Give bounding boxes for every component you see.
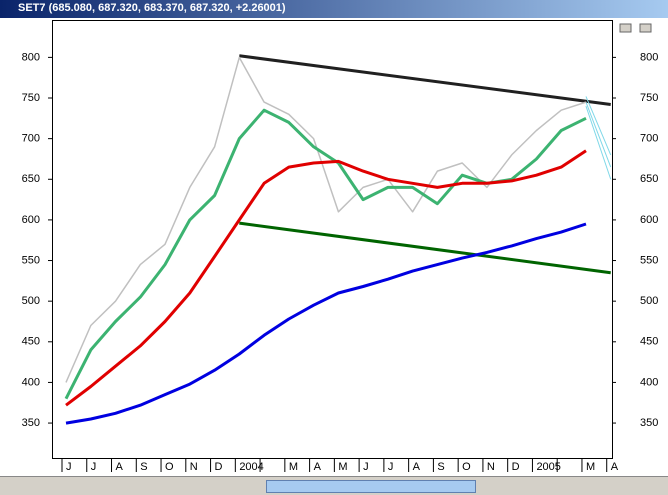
- chart-background: [0, 18, 668, 494]
- y-tick-label-right: 650: [640, 173, 658, 185]
- x-tick-label: M: [586, 461, 595, 473]
- y-tick-label: 450: [22, 336, 40, 348]
- x-tick-label: D: [512, 461, 520, 473]
- x-tick-label: S: [140, 461, 147, 473]
- trend-line: [585, 105, 612, 180]
- x-tick-label: O: [165, 461, 174, 473]
- y-tick-label: 700: [22, 133, 40, 145]
- y-tick-label-right: 600: [640, 214, 658, 226]
- scroll-thumb[interactable]: [266, 480, 476, 493]
- y-tick-label: 600: [22, 214, 40, 226]
- scrollbar[interactable]: [0, 476, 668, 495]
- x-tick-label: J: [91, 461, 97, 473]
- x-tick-label: 2005: [536, 461, 560, 473]
- y-tick-label: 650: [22, 173, 40, 185]
- close-button[interactable]: [639, 23, 652, 33]
- y-tick-label-right: 500: [640, 295, 658, 307]
- window-title: SET7 (685.080, 687.320, 683.370, 687.320…: [18, 2, 286, 14]
- y-tick-label: 550: [22, 254, 40, 266]
- x-tick-label: A: [314, 461, 322, 473]
- y-tick-label-right: 800: [640, 51, 658, 63]
- x-tick-label: N: [487, 461, 495, 473]
- trend-line: [585, 96, 612, 156]
- y-tick-label-right: 400: [640, 376, 658, 388]
- x-tick-label: N: [190, 461, 198, 473]
- x-tick-label: D: [215, 461, 223, 473]
- x-tick-label: A: [413, 461, 421, 473]
- x-tick-label: A: [611, 461, 619, 473]
- x-tick-label: O: [462, 461, 471, 473]
- y-tick-label: 400: [22, 376, 40, 388]
- x-tick-label: M: [338, 461, 347, 473]
- y-tick-label: 750: [22, 92, 40, 104]
- y-tick-label: 800: [22, 51, 40, 63]
- y-tick-label-right: 700: [640, 133, 658, 145]
- y-tick-label: 350: [22, 417, 40, 429]
- title-bar: SET7 (685.080, 687.320, 683.370, 687.320…: [0, 0, 668, 18]
- plot-frame: [52, 20, 613, 459]
- series-line: [65, 56, 587, 383]
- x-tick-label: J: [388, 461, 394, 473]
- trend-line: [585, 101, 612, 168]
- x-tick-label: S: [437, 461, 444, 473]
- series-line: [65, 149, 587, 407]
- x-tick-label: A: [116, 461, 124, 473]
- y-tick-label-right: 550: [640, 254, 658, 266]
- x-tick-label: M: [289, 461, 298, 473]
- y-tick-label-right: 450: [640, 336, 658, 348]
- series-line: [65, 222, 587, 425]
- y-tick-label: 500: [22, 295, 40, 307]
- y-tick-label-right: 350: [640, 417, 658, 429]
- trend-line: [239, 221, 611, 275]
- trend-line: [239, 54, 611, 106]
- x-tick-label: J: [66, 461, 72, 473]
- x-tick-label: 2004: [239, 461, 263, 473]
- chart: 350 350 400 400 450 450 500 500 550 550 600 600 650 6…: [0, 18, 668, 494]
- y-tick-label-right: 750: [640, 92, 658, 104]
- x-tick-label: J: [363, 461, 369, 473]
- restore-button[interactable]: [619, 23, 632, 33]
